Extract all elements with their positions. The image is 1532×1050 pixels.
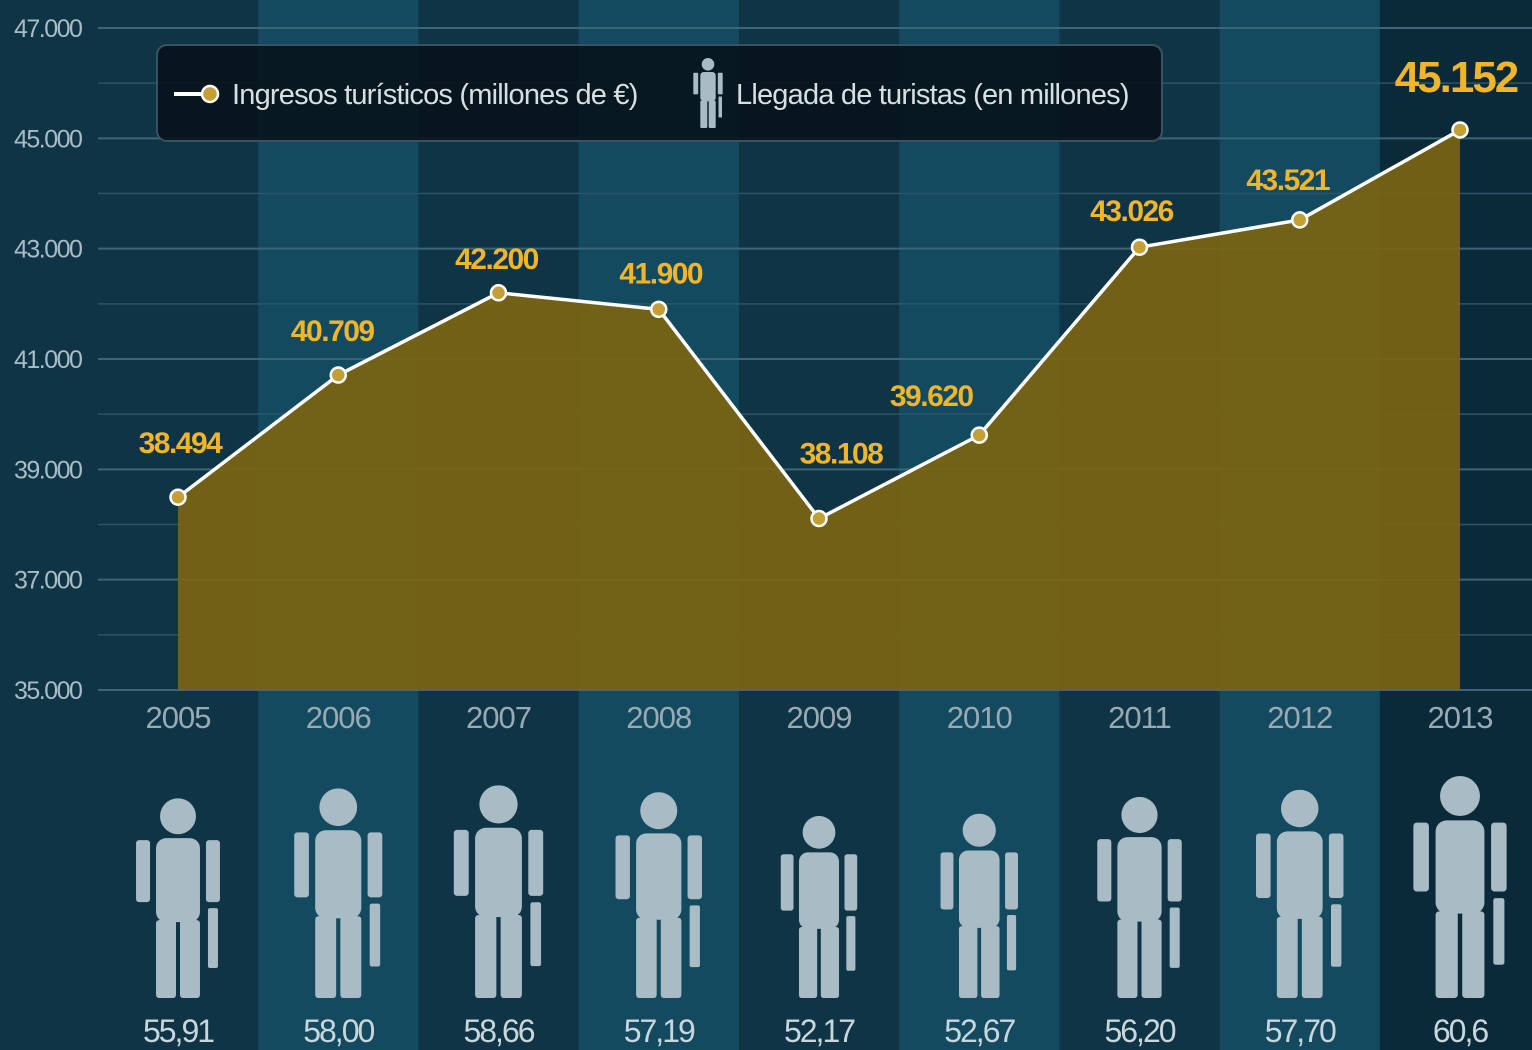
x-tick-label: 2008 — [626, 700, 691, 735]
revenue-marker — [1130, 238, 1149, 256]
legend-label-llegada: Llegada de turistas (en millones) — [736, 79, 1129, 111]
revenue-marker — [489, 284, 508, 302]
tourist-icon — [780, 815, 858, 998]
y-tick-label: 47.000 — [14, 15, 82, 43]
revenue-value-label: 38.494 — [139, 427, 224, 460]
x-axis-ticks: 2005 2006 2007 2008 2009 2010 2011 2012 2013 — [146, 700, 1494, 735]
y-axis-ticks: 35.000 37.000 39.000 41.000 43.000 45.000 47.0… — [14, 15, 84, 705]
x-tick-label: 2012 — [1267, 700, 1332, 735]
revenue-value-label: 39.620 — [890, 380, 974, 413]
revenue-marker — [1451, 121, 1469, 139]
tourist-value-label: 58,66 — [463, 1013, 534, 1049]
revenue-marker — [650, 300, 668, 319]
x-tick-label: 2009 — [787, 700, 852, 735]
y-tick-label: 37.000 — [14, 567, 82, 595]
revenue-marker — [1291, 211, 1309, 229]
x-tick-label: 2010 — [947, 700, 1013, 735]
x-tick-label: 2005 — [146, 700, 211, 735]
revenue-value-label: 43.521 — [1246, 164, 1330, 197]
tourist-icon — [1097, 796, 1182, 998]
revenue-marker — [329, 366, 347, 384]
legend-label-ingresos: Ingresos turísticos (millones de €) — [232, 79, 638, 111]
revenue-value-label: 40.709 — [291, 315, 375, 348]
revenue-value-label: 41.900 — [619, 257, 703, 290]
y-tick-label: 45.000 — [14, 125, 82, 153]
y-tick-label: 43.000 — [14, 236, 82, 264]
revenue-value-label: 43.026 — [1090, 195, 1174, 228]
x-tick-label: 2006 — [306, 700, 371, 735]
tourist-value-label: 60,6 — [1433, 1013, 1488, 1049]
tourist-value-label: 52,17 — [784, 1013, 855, 1049]
line-with-dot-icon — [174, 84, 220, 104]
tourist-value-label: 55,91 — [143, 1013, 214, 1049]
x-tick-label: 2013 — [1428, 700, 1493, 735]
tourist-value-label: 58,00 — [303, 1013, 374, 1049]
revenue-marker — [169, 488, 187, 506]
y-tick-label: 39.000 — [14, 456, 82, 484]
revenue-marker — [970, 426, 988, 444]
y-tick-label: 35.000 — [14, 677, 82, 705]
tourist-icon — [453, 785, 544, 998]
tourist-icon — [136, 798, 220, 998]
revenue-marker — [810, 509, 828, 528]
tourist-icons: 55,91 58,00 58,66 57,19 52,17 52,67 56,20 57,70… — [136, 776, 1507, 1049]
revenue-value-label: 42.200 — [455, 243, 539, 276]
legend-box — [156, 44, 1163, 142]
revenue-area — [178, 129, 1460, 690]
y-tick-label: 41.000 — [14, 346, 82, 374]
tourist-value-label: 57,70 — [1265, 1013, 1336, 1049]
tourist-value-label: 52,67 — [944, 1013, 1015, 1049]
revenue-value-label: 38.108 — [800, 438, 884, 471]
tourist-value-label: 57,19 — [624, 1013, 695, 1049]
revenue-value-label: 45.152 — [1395, 53, 1518, 102]
x-tick-label: 2011 — [1108, 700, 1171, 735]
tourist-value-label: 56,20 — [1104, 1013, 1175, 1049]
legend: Ingresos turísticos (millones de €) Lleg… — [156, 44, 1163, 142]
x-tick-label: 2007 — [466, 700, 531, 735]
